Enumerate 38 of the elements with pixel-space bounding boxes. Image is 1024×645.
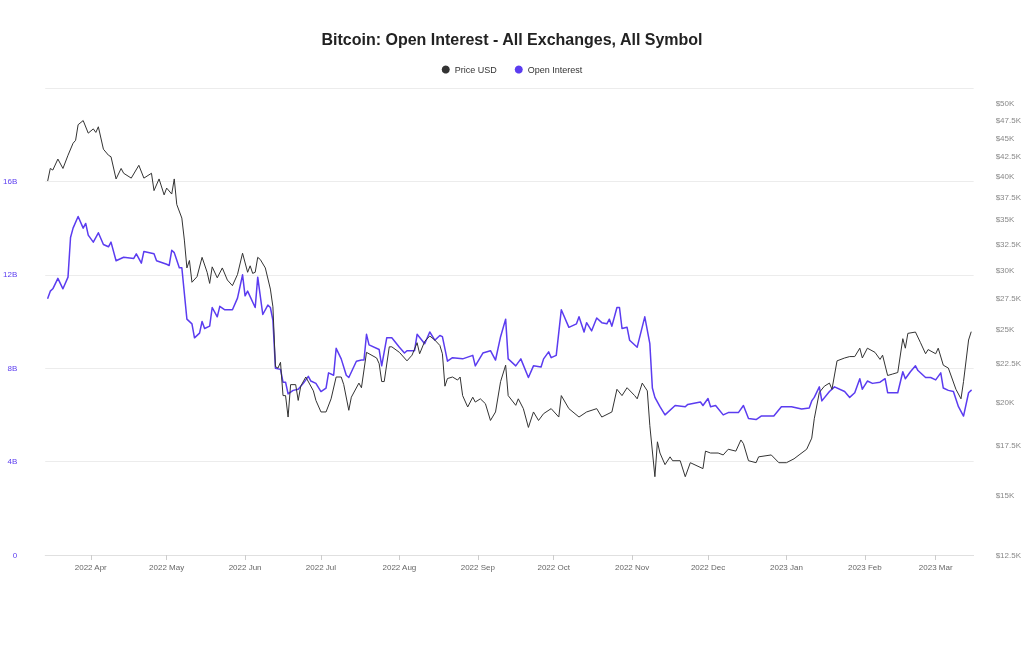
y2-tick-label: $12.5K bbox=[995, 550, 1022, 560]
y2-tick-label: $40K bbox=[995, 171, 1015, 181]
x-tick-label: 2022 Sep bbox=[460, 562, 496, 572]
y-tick-label: 12B bbox=[3, 270, 18, 280]
y2-tick-label: $22.5K bbox=[995, 359, 1022, 369]
line-series bbox=[47, 215, 972, 421]
y2-tick-label: $27.5K bbox=[995, 293, 1022, 303]
chart-title: Bitcoin: Open Interest - All Exchanges, All Symbol bbox=[321, 30, 703, 48]
y2-tick-label: $15K bbox=[995, 491, 1015, 501]
x-tick-label: 2022 Oct bbox=[537, 562, 571, 572]
x-tick-label: 2023 Mar bbox=[918, 562, 953, 572]
y2-tick-label: $32.5K bbox=[995, 239, 1022, 249]
x-tick-label: 2023 Feb bbox=[847, 562, 883, 572]
x-tick-label: 2022 Apr bbox=[74, 562, 108, 572]
y2-tick-label: $25K bbox=[995, 324, 1015, 334]
x-tick-label: 2022 Jun bbox=[228, 562, 262, 572]
y2-tick-label: $20K bbox=[995, 397, 1015, 407]
legend-label: Open Interest bbox=[527, 64, 583, 75]
legend-label: Price USD bbox=[454, 64, 498, 75]
x-tick-label: 2022 Nov bbox=[615, 562, 650, 572]
y2-tick-label: $42.5K bbox=[995, 152, 1022, 162]
y-tick-label: 0 bbox=[12, 550, 18, 560]
y-tick-label: 16B bbox=[3, 176, 18, 186]
y2-tick-label: $17.5K bbox=[995, 441, 1022, 451]
line-series bbox=[47, 120, 972, 478]
y2-tick-label: $37.5K bbox=[995, 192, 1022, 202]
y2-tick-label: $47.5K bbox=[995, 116, 1022, 126]
x-tick-label: 2022 Aug bbox=[382, 562, 417, 572]
x-tick-label: 2022 Dec bbox=[690, 562, 726, 572]
y2-tick-label: $30K bbox=[995, 265, 1015, 275]
y-tick-label: 8B bbox=[7, 363, 18, 373]
y2-tick-label: $50K bbox=[995, 99, 1015, 109]
x-tick-label: 2023 Jan bbox=[769, 562, 803, 572]
y2-tick-label: $45K bbox=[995, 133, 1015, 143]
y-tick-label: 4B bbox=[7, 457, 18, 467]
x-tick-label: 2022 May bbox=[149, 562, 185, 572]
y2-tick-label: $35K bbox=[995, 215, 1015, 225]
x-tick-label: 2022 Jul bbox=[305, 562, 337, 572]
